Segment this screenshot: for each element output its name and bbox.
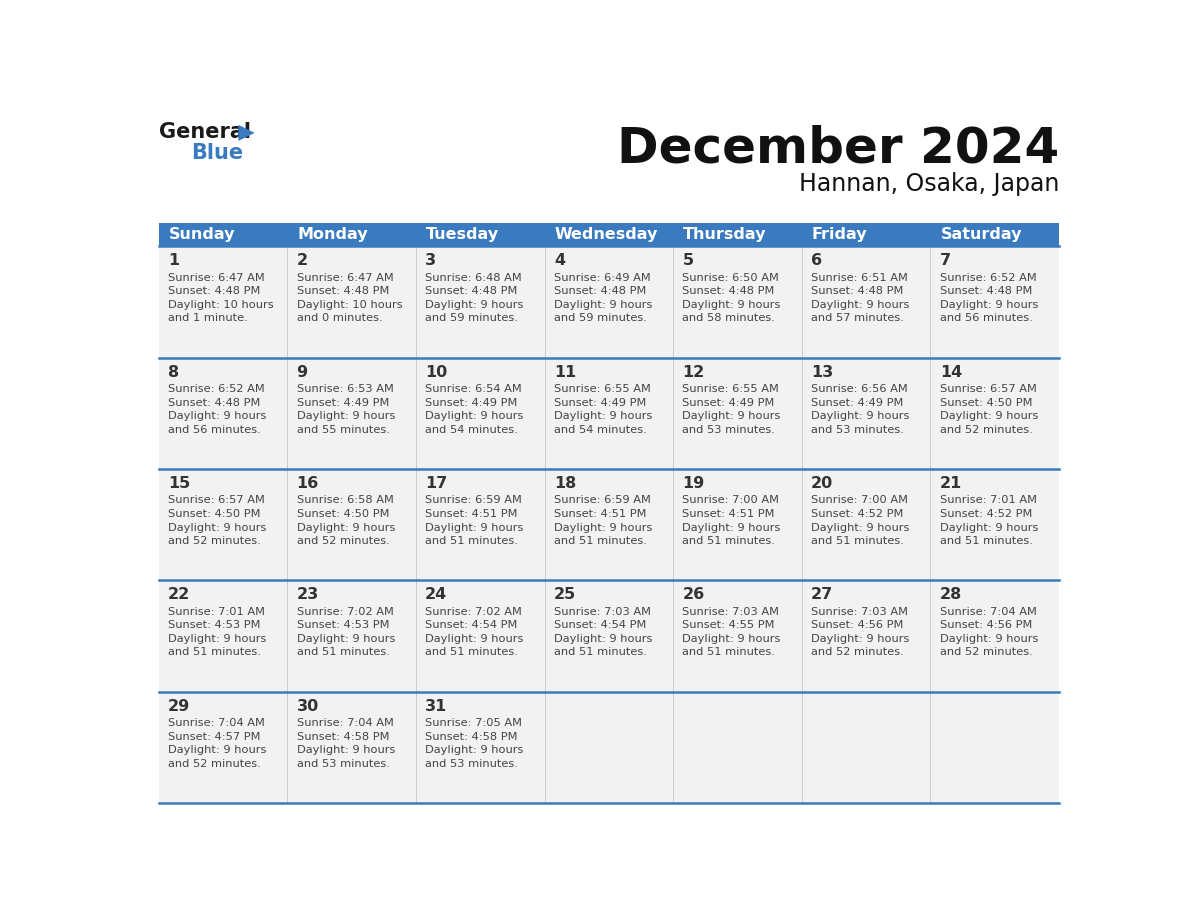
Text: Sunrise: 6:48 AM
Sunset: 4:48 PM
Daylight: 9 hours
and 59 minutes.: Sunrise: 6:48 AM Sunset: 4:48 PM Dayligh… [425, 273, 524, 323]
Text: Sunrise: 6:49 AM
Sunset: 4:48 PM
Daylight: 9 hours
and 59 minutes.: Sunrise: 6:49 AM Sunset: 4:48 PM Dayligh… [554, 273, 652, 323]
Text: Sunrise: 7:02 AM
Sunset: 4:53 PM
Daylight: 9 hours
and 51 minutes.: Sunrise: 7:02 AM Sunset: 4:53 PM Dayligh… [297, 607, 394, 657]
Text: Sunrise: 6:55 AM
Sunset: 4:49 PM
Daylight: 9 hours
and 54 minutes.: Sunrise: 6:55 AM Sunset: 4:49 PM Dayligh… [554, 384, 652, 435]
Text: Sunrise: 7:03 AM
Sunset: 4:55 PM
Daylight: 9 hours
and 51 minutes.: Sunrise: 7:03 AM Sunset: 4:55 PM Dayligh… [682, 607, 781, 657]
Text: Sunrise: 6:58 AM
Sunset: 4:50 PM
Daylight: 9 hours
and 52 minutes.: Sunrise: 6:58 AM Sunset: 4:50 PM Dayligh… [297, 496, 394, 546]
Text: 31: 31 [425, 699, 448, 714]
Text: Sunrise: 7:02 AM
Sunset: 4:54 PM
Daylight: 9 hours
and 51 minutes.: Sunrise: 7:02 AM Sunset: 4:54 PM Dayligh… [425, 607, 524, 657]
Text: Sunrise: 7:01 AM
Sunset: 4:52 PM
Daylight: 9 hours
and 51 minutes.: Sunrise: 7:01 AM Sunset: 4:52 PM Dayligh… [940, 496, 1038, 546]
Text: Hannan, Osaka, Japan: Hannan, Osaka, Japan [798, 172, 1060, 196]
Text: Sunrise: 6:56 AM
Sunset: 4:49 PM
Daylight: 9 hours
and 53 minutes.: Sunrise: 6:56 AM Sunset: 4:49 PM Dayligh… [811, 384, 910, 435]
Text: Saturday: Saturday [941, 227, 1022, 242]
Text: Thursday: Thursday [683, 227, 766, 242]
Text: Sunrise: 6:52 AM
Sunset: 4:48 PM
Daylight: 9 hours
and 56 minutes.: Sunrise: 6:52 AM Sunset: 4:48 PM Dayligh… [168, 384, 266, 435]
Text: 2: 2 [297, 253, 308, 268]
Text: Monday: Monday [297, 227, 368, 242]
Text: Blue: Blue [191, 143, 244, 163]
Text: Sunrise: 6:52 AM
Sunset: 4:48 PM
Daylight: 9 hours
and 56 minutes.: Sunrise: 6:52 AM Sunset: 4:48 PM Dayligh… [940, 273, 1038, 323]
Bar [158, 692, 1060, 803]
Polygon shape [239, 125, 254, 141]
Text: 27: 27 [811, 588, 833, 602]
Text: Wednesday: Wednesday [555, 227, 658, 242]
Text: Sunrise: 7:03 AM
Sunset: 4:56 PM
Daylight: 9 hours
and 52 minutes.: Sunrise: 7:03 AM Sunset: 4:56 PM Dayligh… [811, 607, 910, 657]
Text: Tuesday: Tuesday [426, 227, 499, 242]
Text: 13: 13 [811, 364, 833, 380]
Bar [158, 358, 1060, 469]
Text: 26: 26 [682, 588, 704, 602]
Text: 10: 10 [425, 364, 448, 380]
Text: Sunrise: 7:00 AM
Sunset: 4:52 PM
Daylight: 9 hours
and 51 minutes.: Sunrise: 7:00 AM Sunset: 4:52 PM Dayligh… [811, 496, 910, 546]
Bar [158, 246, 1060, 358]
Text: Sunrise: 7:04 AM
Sunset: 4:56 PM
Daylight: 9 hours
and 52 minutes.: Sunrise: 7:04 AM Sunset: 4:56 PM Dayligh… [940, 607, 1038, 657]
Text: Sunrise: 6:50 AM
Sunset: 4:48 PM
Daylight: 9 hours
and 58 minutes.: Sunrise: 6:50 AM Sunset: 4:48 PM Dayligh… [682, 273, 781, 323]
Text: 3: 3 [425, 253, 436, 268]
Text: Sunrise: 7:03 AM
Sunset: 4:54 PM
Daylight: 9 hours
and 51 minutes.: Sunrise: 7:03 AM Sunset: 4:54 PM Dayligh… [554, 607, 652, 657]
Text: 11: 11 [554, 364, 576, 380]
Bar [158, 580, 1060, 692]
Text: 7: 7 [940, 253, 950, 268]
Text: Sunrise: 7:00 AM
Sunset: 4:51 PM
Daylight: 9 hours
and 51 minutes.: Sunrise: 7:00 AM Sunset: 4:51 PM Dayligh… [682, 496, 781, 546]
Text: 25: 25 [554, 588, 576, 602]
Text: 19: 19 [682, 476, 704, 491]
Text: Sunrise: 6:59 AM
Sunset: 4:51 PM
Daylight: 9 hours
and 51 minutes.: Sunrise: 6:59 AM Sunset: 4:51 PM Dayligh… [425, 496, 524, 546]
Text: Sunrise: 7:01 AM
Sunset: 4:53 PM
Daylight: 9 hours
and 51 minutes.: Sunrise: 7:01 AM Sunset: 4:53 PM Dayligh… [168, 607, 266, 657]
Text: 20: 20 [811, 476, 833, 491]
Text: Friday: Friday [811, 227, 867, 242]
Text: 21: 21 [940, 476, 962, 491]
Text: Sunday: Sunday [169, 227, 235, 242]
Text: Sunrise: 7:05 AM
Sunset: 4:58 PM
Daylight: 9 hours
and 53 minutes.: Sunrise: 7:05 AM Sunset: 4:58 PM Dayligh… [425, 718, 524, 768]
Text: 1: 1 [168, 253, 179, 268]
Text: Sunrise: 7:04 AM
Sunset: 4:58 PM
Daylight: 9 hours
and 53 minutes.: Sunrise: 7:04 AM Sunset: 4:58 PM Dayligh… [297, 718, 394, 768]
Text: 15: 15 [168, 476, 190, 491]
Text: Sunrise: 6:55 AM
Sunset: 4:49 PM
Daylight: 9 hours
and 53 minutes.: Sunrise: 6:55 AM Sunset: 4:49 PM Dayligh… [682, 384, 781, 435]
Text: 6: 6 [811, 253, 822, 268]
Text: 16: 16 [297, 476, 318, 491]
Text: Sunrise: 6:59 AM
Sunset: 4:51 PM
Daylight: 9 hours
and 51 minutes.: Sunrise: 6:59 AM Sunset: 4:51 PM Dayligh… [554, 496, 652, 546]
Text: 22: 22 [168, 588, 190, 602]
Text: 8: 8 [168, 364, 179, 380]
Text: 4: 4 [554, 253, 565, 268]
Text: 9: 9 [297, 364, 308, 380]
Text: 23: 23 [297, 588, 318, 602]
Text: 18: 18 [554, 476, 576, 491]
Text: Sunrise: 6:51 AM
Sunset: 4:48 PM
Daylight: 9 hours
and 57 minutes.: Sunrise: 6:51 AM Sunset: 4:48 PM Dayligh… [811, 273, 910, 323]
Bar [158, 469, 1060, 580]
Text: 24: 24 [425, 588, 448, 602]
Text: Sunrise: 6:53 AM
Sunset: 4:49 PM
Daylight: 9 hours
and 55 minutes.: Sunrise: 6:53 AM Sunset: 4:49 PM Dayligh… [297, 384, 394, 435]
Text: 5: 5 [682, 253, 694, 268]
Text: 12: 12 [682, 364, 704, 380]
Text: Sunrise: 6:57 AM
Sunset: 4:50 PM
Daylight: 9 hours
and 52 minutes.: Sunrise: 6:57 AM Sunset: 4:50 PM Dayligh… [168, 496, 266, 546]
Bar [158, 222, 1060, 246]
Text: Sunrise: 7:04 AM
Sunset: 4:57 PM
Daylight: 9 hours
and 52 minutes.: Sunrise: 7:04 AM Sunset: 4:57 PM Dayligh… [168, 718, 266, 768]
Text: Sunrise: 6:47 AM
Sunset: 4:48 PM
Daylight: 10 hours
and 0 minutes.: Sunrise: 6:47 AM Sunset: 4:48 PM Dayligh… [297, 273, 403, 323]
Text: Sunrise: 6:57 AM
Sunset: 4:50 PM
Daylight: 9 hours
and 52 minutes.: Sunrise: 6:57 AM Sunset: 4:50 PM Dayligh… [940, 384, 1038, 435]
Text: 29: 29 [168, 699, 190, 714]
Text: 17: 17 [425, 476, 448, 491]
Text: 14: 14 [940, 364, 962, 380]
Text: Sunrise: 6:54 AM
Sunset: 4:49 PM
Daylight: 9 hours
and 54 minutes.: Sunrise: 6:54 AM Sunset: 4:49 PM Dayligh… [425, 384, 524, 435]
Text: December 2024: December 2024 [617, 124, 1060, 172]
Text: 30: 30 [297, 699, 318, 714]
Text: Sunrise: 6:47 AM
Sunset: 4:48 PM
Daylight: 10 hours
and 1 minute.: Sunrise: 6:47 AM Sunset: 4:48 PM Dayligh… [168, 273, 273, 323]
Text: General: General [158, 122, 251, 142]
Text: 28: 28 [940, 588, 962, 602]
